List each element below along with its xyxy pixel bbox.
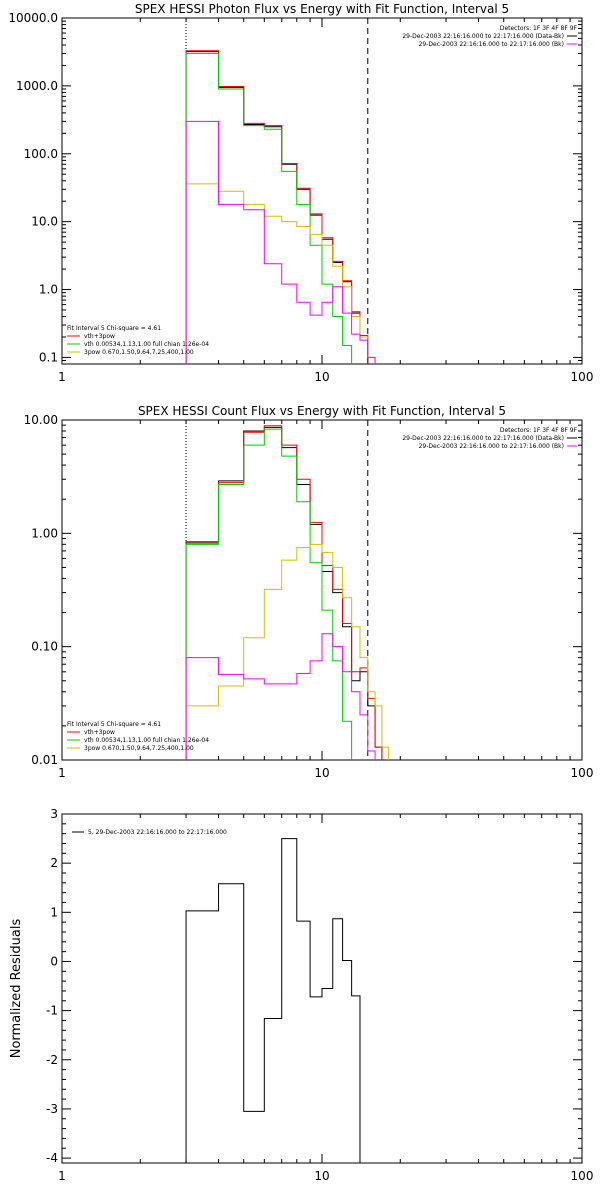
series-line-1 xyxy=(185,838,361,1163)
data-layer xyxy=(185,425,389,760)
y-tick-label: 1.00 xyxy=(31,526,58,540)
series-line-4 xyxy=(185,183,376,364)
fit-legend-header: Fit Interval 5 Chi-square = 4.61 xyxy=(67,325,161,332)
y-tick-label: -4 xyxy=(46,1151,58,1165)
x-tick-label: 100 xyxy=(571,370,594,384)
series-line-3 xyxy=(185,428,353,760)
series-line-2 xyxy=(185,50,369,364)
y-axis-label: Normalized Residuals xyxy=(9,919,24,1059)
x-tick-label: 100 xyxy=(571,1169,594,1183)
y-tick-label: -3 xyxy=(46,1102,58,1116)
top-legend-line: 29-Dec-2003 22:16:16.000 to 22:17:16.000… xyxy=(402,435,564,442)
data-layer xyxy=(185,838,361,1163)
series-line-4 xyxy=(185,543,389,760)
y-tick-label: 0 xyxy=(50,954,58,968)
x-tick-label: 100 xyxy=(571,766,594,780)
legend-entry: 5, 29-Dec-2003 22:16:16.000 to 22:17:16.… xyxy=(88,829,227,836)
y-tick-label: 1 xyxy=(50,905,58,919)
y-tick-label: 2 xyxy=(50,856,58,870)
y-tick-label: 0.10 xyxy=(31,640,58,654)
fit-legend-entry: vth 0.00534,1.13,1.00 full chian 1.26e-0… xyxy=(84,341,209,348)
top-legend-line: Detectors: 1F 3F 4F 8F 9F xyxy=(500,427,578,434)
series-line-2 xyxy=(185,425,383,760)
x-tick-label: 10 xyxy=(314,1169,329,1183)
series-line-3 xyxy=(185,53,353,364)
fit-legend-entry: 3pow 0.670,1.50,9.64,7.25,400,1.00 xyxy=(84,349,194,356)
y-tick-label: 100.0 xyxy=(24,147,58,161)
chart-title: SPEX HESSI Photon Flux vs Energy with Fi… xyxy=(135,2,509,16)
y-tick-label: 10.00 xyxy=(24,413,58,427)
fit-legend-header: Fit Interval 5 Chi-square = 4.61 xyxy=(67,721,161,728)
fit-legend-entry: vth 0.00534,1.13,1.00 full chian 1.26e-0… xyxy=(84,737,209,744)
x-tick-label: 1 xyxy=(58,370,66,384)
data-layer xyxy=(185,50,376,364)
chart-panel-3: Normalized Residuals 1 10 100 -4 -3 -2 -1 0 1 2 3 5,… xyxy=(9,807,594,1183)
top-legend-line: Detectors: 1F 3F 4F 8F 9F xyxy=(500,25,578,32)
x-tick-label: 10 xyxy=(314,766,329,780)
x-tick-label: 10 xyxy=(314,370,329,384)
top-legend-line: 29-Dec-2003 22:16:16.000 to 22:17:16.000… xyxy=(419,443,564,450)
chart-title: SPEX HESSI Count Flux vs Energy with Fit… xyxy=(138,404,506,418)
fit-legend-entry: 3pow 0.670,1.50,9.64,7.25,400,1.00 xyxy=(84,745,194,752)
y-tick-label: 3 xyxy=(50,807,58,821)
series-line-1 xyxy=(185,426,383,760)
y-tick-label: 1000.0 xyxy=(16,79,58,93)
y-tick-label: 0.1 xyxy=(39,350,58,364)
y-tick-label: 10.0 xyxy=(31,215,58,229)
fit-legend-entry: vth+3pow xyxy=(84,333,115,340)
top-legend-line: 29-Dec-2003 22:16:16.000 to 22:17:16.000… xyxy=(402,33,564,40)
top-legend-line: 29-Dec-2003 22:16:16.000 to 22:17:16.000… xyxy=(419,41,564,48)
chart-panel-1: SPEX HESSI Photon Flux vs Energy with Fi… xyxy=(8,2,594,384)
y-tick-label: 1.0 xyxy=(39,283,58,297)
series-line-1 xyxy=(185,51,369,364)
chart-panel-2: SPEX HESSI Count Flux vs Energy with Fit… xyxy=(24,404,594,780)
x-tick-label: 1 xyxy=(58,1169,66,1183)
y-tick-label: 0.01 xyxy=(31,753,58,767)
x-tick-label: 1 xyxy=(58,766,66,780)
y-tick-label: -2 xyxy=(46,1053,58,1067)
y-tick-label: -1 xyxy=(46,1004,58,1018)
fit-legend-entry: vth+3pow xyxy=(84,729,115,736)
series-line-5 xyxy=(185,120,376,364)
series-line-5 xyxy=(185,633,376,760)
y-tick-label: 10000.0 xyxy=(8,11,58,25)
